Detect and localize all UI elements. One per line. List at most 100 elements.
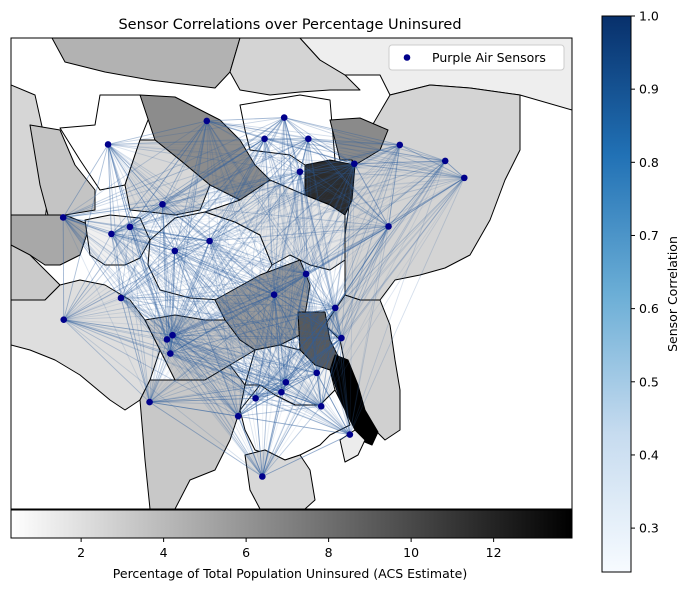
correlation-edge — [172, 294, 275, 336]
correlation-edge — [261, 160, 446, 477]
correlation-edge — [264, 138, 351, 435]
correlation-edge — [255, 372, 317, 399]
correlation-edge — [166, 294, 275, 340]
correlation-edge — [63, 217, 275, 296]
correlation-edge — [174, 250, 256, 399]
correlation-edge — [172, 334, 239, 417]
correlation-edge — [285, 160, 446, 383]
correlation-edge — [129, 138, 265, 228]
correlation-edge — [264, 138, 389, 227]
correlation-edge — [62, 217, 317, 374]
correlation-edge — [172, 138, 265, 336]
correlation-edge — [62, 217, 342, 339]
correlation-edge — [273, 144, 401, 295]
correlation-edge — [299, 171, 465, 179]
correlation-edge — [334, 163, 355, 308]
correlation-edge — [111, 233, 342, 339]
correlation-edge — [107, 117, 285, 145]
sensor-point — [282, 379, 290, 386]
correlation-edge — [261, 273, 307, 477]
correlation-edge — [62, 217, 65, 320]
correlation-edge — [170, 353, 317, 374]
correlation-edge — [111, 233, 175, 252]
correlation-edge — [111, 233, 336, 309]
correlation-edge — [320, 144, 401, 407]
correlation-edge — [172, 334, 317, 374]
correlation-edge — [129, 160, 446, 228]
sensor-point — [259, 473, 266, 480]
correlation-edge — [349, 177, 465, 435]
correlation-edge — [172, 334, 282, 393]
correlation-edge — [209, 163, 355, 242]
correlation-edge — [129, 226, 322, 407]
sensor-point — [305, 135, 312, 143]
correlation-edge — [237, 138, 309, 417]
correlation-edge — [63, 319, 263, 477]
correlation-edge — [170, 353, 286, 383]
correlation-edge — [129, 226, 318, 374]
correlation-edge — [149, 372, 317, 403]
correlation-edge — [305, 273, 336, 309]
map-frame — [10, 37, 573, 510]
correlation-edge — [162, 120, 208, 205]
correlation-edge — [305, 273, 351, 435]
sensor-point — [441, 157, 449, 165]
correlation-edge — [166, 138, 309, 340]
correlation-edge — [237, 273, 307, 417]
correlation-edge — [307, 138, 336, 308]
correlation-edge — [283, 117, 342, 339]
correlation-edge — [162, 204, 168, 340]
correlation-edge — [63, 240, 210, 321]
sensor-markers — [59, 114, 468, 480]
correlation-edge — [285, 381, 351, 435]
correlation-edge — [281, 391, 351, 435]
correlation-edge — [166, 339, 239, 417]
correlation-edge — [170, 160, 446, 354]
correlation-edge — [255, 337, 342, 399]
correlation-edge — [261, 138, 309, 477]
correlation-edge — [120, 204, 163, 299]
correlation-edge — [120, 297, 282, 393]
correlation-edge — [62, 217, 122, 299]
correlation-edge — [170, 294, 275, 354]
correlation-edge — [111, 233, 256, 399]
correlation-edge — [162, 203, 336, 309]
correlation-edge — [63, 138, 265, 218]
correlation-edge — [63, 217, 175, 252]
correlation-edge — [120, 297, 151, 403]
correlation-edge — [299, 144, 400, 173]
correlation-edge — [280, 117, 285, 393]
sensor-point — [206, 237, 213, 245]
correlation-edge — [170, 273, 307, 354]
correlation-edge — [174, 250, 275, 296]
correlation-edge — [206, 120, 211, 242]
correlation-edge — [108, 138, 309, 145]
correlation-edge — [120, 297, 287, 383]
correlation-edge — [274, 294, 336, 309]
correlation-edge — [63, 217, 307, 275]
correlation-edge — [170, 353, 239, 417]
correlation-edge — [107, 144, 163, 205]
correlation-edge — [162, 203, 351, 435]
tract-polygon — [324, 294, 401, 441]
correlation-edge — [166, 339, 282, 393]
correlation-edge — [237, 337, 342, 417]
correlation-edge — [264, 138, 275, 295]
correlation-edge — [169, 240, 211, 354]
correlation-edge — [63, 160, 446, 321]
correlation-edge — [166, 339, 351, 435]
correlation-edge — [107, 144, 342, 339]
sensor-point — [396, 141, 404, 149]
correlation-edge — [340, 144, 401, 339]
correlation-edge — [111, 117, 285, 235]
correlation-edge — [273, 273, 307, 296]
correlation-edge — [108, 138, 265, 145]
correlation-edge — [255, 273, 307, 399]
correlation-edge — [162, 203, 322, 407]
correlation-edge — [334, 144, 401, 309]
sensor-point — [296, 168, 304, 176]
correlation-tick-label: 0.5 — [639, 374, 659, 389]
correlation-edge — [209, 240, 287, 383]
sensor-point — [60, 316, 68, 323]
correlation-edge — [209, 240, 336, 309]
